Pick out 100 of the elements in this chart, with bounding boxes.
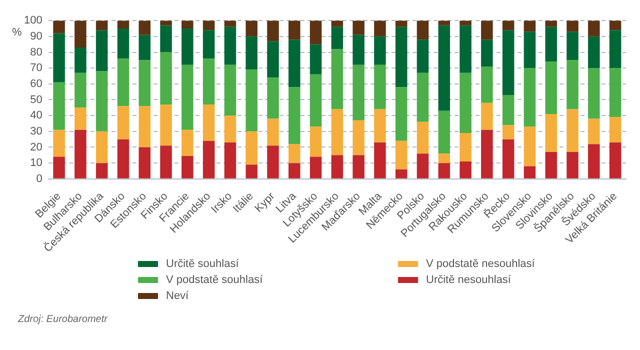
bar bbox=[352, 155, 364, 178]
bar bbox=[524, 20, 536, 32]
bar bbox=[374, 20, 386, 36]
bar bbox=[182, 130, 194, 156]
legend-label: V podstatě souhlasí bbox=[166, 274, 263, 286]
bar bbox=[246, 131, 258, 165]
bar bbox=[202, 104, 215, 141]
bar bbox=[138, 147, 151, 178]
bar bbox=[138, 34, 151, 60]
bar bbox=[310, 74, 322, 127]
bar bbox=[138, 20, 151, 35]
bar bbox=[224, 142, 236, 178]
bar bbox=[74, 130, 86, 178]
bar bbox=[588, 20, 600, 36]
bar bbox=[481, 20, 493, 40]
bar bbox=[96, 163, 108, 178]
bar bbox=[96, 71, 108, 132]
bar bbox=[53, 20, 65, 34]
legend-label: Neví bbox=[166, 290, 189, 302]
bar bbox=[438, 20, 450, 26]
bar bbox=[117, 139, 130, 178]
bar bbox=[138, 106, 151, 148]
bar bbox=[246, 70, 258, 132]
bar bbox=[74, 72, 86, 108]
bar bbox=[288, 20, 300, 40]
bar bbox=[267, 78, 279, 119]
bar bbox=[438, 110, 450, 154]
bar bbox=[288, 144, 300, 164]
bar bbox=[267, 118, 279, 146]
bar bbox=[331, 49, 344, 110]
bar bbox=[224, 64, 236, 116]
y-axis-title: % bbox=[12, 26, 22, 39]
bar bbox=[74, 108, 86, 130]
bar bbox=[267, 20, 279, 42]
bar bbox=[609, 68, 622, 118]
bar bbox=[395, 169, 408, 178]
bar bbox=[160, 146, 172, 178]
bar bbox=[267, 146, 279, 178]
bar bbox=[288, 40, 300, 88]
bar bbox=[352, 34, 364, 65]
bar bbox=[374, 64, 386, 110]
bar bbox=[160, 25, 172, 52]
bar bbox=[502, 95, 514, 126]
bar bbox=[460, 161, 472, 178]
bar bbox=[53, 156, 65, 178]
bar bbox=[138, 60, 151, 106]
bar bbox=[545, 114, 558, 152]
bar bbox=[246, 164, 258, 178]
bar bbox=[481, 130, 493, 178]
bar bbox=[609, 30, 622, 68]
y-tick-label: 80 bbox=[30, 46, 42, 58]
bar bbox=[545, 62, 558, 114]
bar bbox=[416, 154, 429, 178]
bar bbox=[224, 116, 236, 142]
bar bbox=[416, 20, 429, 40]
bar bbox=[438, 154, 450, 164]
bar bbox=[502, 139, 514, 178]
bar bbox=[117, 58, 130, 106]
bar bbox=[246, 36, 258, 70]
bar bbox=[202, 140, 215, 178]
bar bbox=[374, 109, 386, 142]
bar bbox=[182, 20, 194, 29]
bar bbox=[117, 28, 130, 59]
bar bbox=[331, 26, 344, 50]
bar bbox=[502, 30, 514, 95]
bar bbox=[395, 140, 408, 170]
bar bbox=[374, 142, 386, 178]
legend-label: Určitě nesouhlasí bbox=[426, 274, 511, 286]
bar bbox=[481, 102, 493, 130]
bar bbox=[96, 20, 108, 30]
y-tick-label: 90 bbox=[30, 30, 42, 42]
bar bbox=[310, 156, 322, 178]
bar bbox=[331, 155, 344, 178]
bar bbox=[96, 30, 108, 72]
bar bbox=[481, 66, 493, 103]
bar bbox=[609, 117, 622, 142]
bar bbox=[502, 125, 514, 140]
y-tick-label: 0 bbox=[36, 172, 42, 185]
bar bbox=[460, 132, 472, 162]
bar bbox=[566, 60, 578, 110]
bar bbox=[182, 64, 194, 130]
bar bbox=[352, 20, 364, 35]
bar bbox=[395, 26, 408, 88]
bar bbox=[224, 20, 236, 27]
bar bbox=[310, 20, 322, 44]
bar bbox=[438, 163, 450, 178]
bar bbox=[545, 26, 558, 62]
bar bbox=[566, 32, 578, 60]
bar bbox=[288, 87, 300, 144]
bar bbox=[545, 20, 558, 27]
bar bbox=[160, 20, 172, 26]
bar bbox=[182, 28, 194, 65]
bar bbox=[416, 122, 429, 154]
bar bbox=[53, 130, 65, 157]
bar bbox=[566, 20, 578, 32]
bar bbox=[374, 36, 386, 65]
bar bbox=[74, 48, 86, 73]
y-tick-label: 70 bbox=[30, 62, 42, 74]
bar bbox=[416, 40, 429, 73]
bar bbox=[331, 109, 344, 156]
